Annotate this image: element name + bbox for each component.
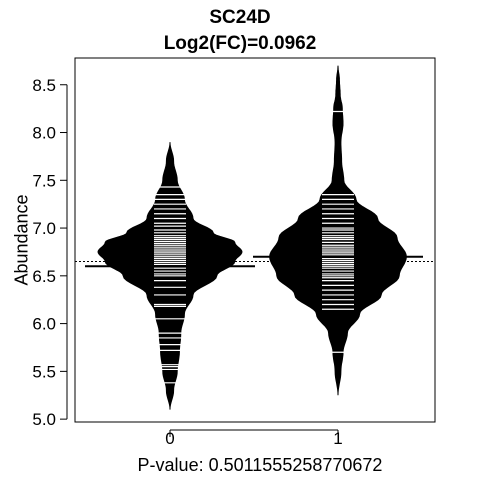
x-axis-label: P-value: 0.5011555258770672 <box>137 455 383 475</box>
y-tick-label: 8.5 <box>32 76 56 95</box>
y-tick-label: 8.0 <box>32 124 56 143</box>
y-tick-label: 7.5 <box>32 171 56 190</box>
chart-title: SC24D <box>209 7 271 28</box>
y-tick-label: 5.5 <box>32 362 56 381</box>
plot-frame <box>74 57 436 423</box>
y-tick-label: 5.0 <box>32 410 56 429</box>
y-axis-label: Abundance <box>11 194 32 286</box>
y-tick-label: 6.5 <box>32 267 56 286</box>
chart-subtitle: Log2(FC)=0.0962 <box>163 33 317 54</box>
y-tick-label: 7.0 <box>32 219 56 238</box>
x-tick-label: 1 <box>333 429 342 448</box>
x-tick-label: 0 <box>165 429 174 448</box>
y-tick-label: 6.0 <box>32 315 56 334</box>
